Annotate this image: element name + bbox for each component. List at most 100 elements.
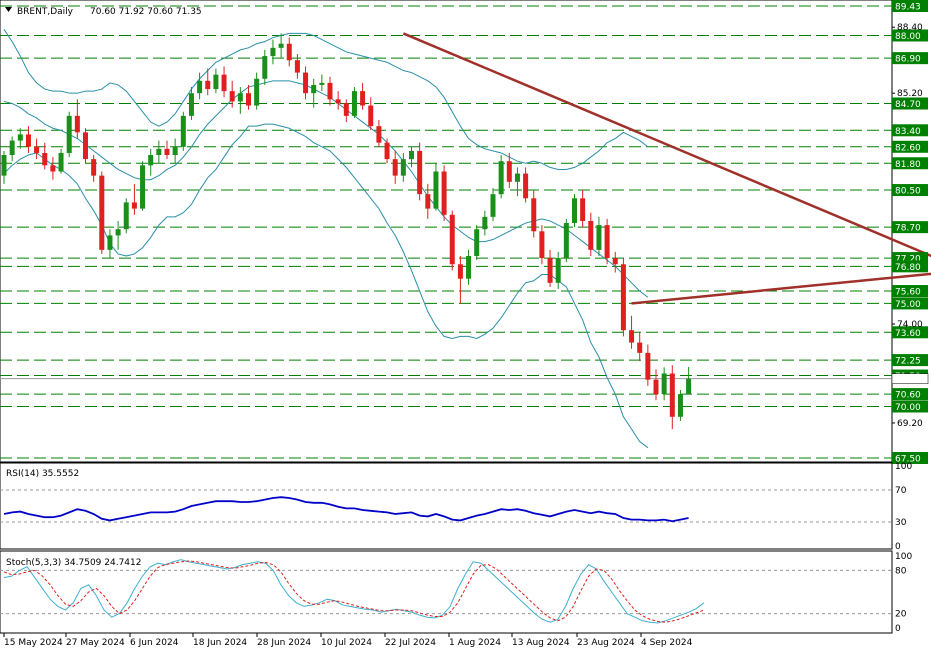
candle-body [572,198,577,224]
candle [17,128,23,149]
level-label-bg-80.50 [892,184,928,197]
candle-body [612,258,618,265]
candle [246,84,251,110]
candle-body [278,43,284,48]
candle [221,66,227,98]
candle-body [246,93,251,106]
candle-body [221,74,227,92]
stochastic-tick-label-20: 20 [895,610,907,620]
candle-body [653,379,659,395]
candle-body [547,258,553,283]
candle-body [99,175,105,250]
candle-body [58,152,64,172]
candle-body [466,256,472,279]
rsi-line [3,496,689,523]
level-label-86.90: 86.90 [895,55,921,65]
candle-body [409,150,414,160]
date-label: 13 Aug 2024 [512,638,570,648]
level-label-70.60: 70.60 [895,391,921,401]
candle-body [677,394,683,417]
candle [498,155,504,199]
level-label-78.70: 78.70 [895,224,921,234]
candle [482,210,488,236]
price-panel: 89.43 88.00 86.90 84.70 83.40 82.60 81.80 80.50… [0,0,931,465]
candle [351,87,357,118]
candle [490,187,496,221]
candle-body [661,373,667,395]
level-label-89.43: 89.43 [895,3,921,13]
candle-body [580,198,586,221]
candle-body [335,99,341,104]
date-label: 22 Jul 2024 [385,638,436,648]
candle-body [254,78,260,106]
candle-body [563,223,569,259]
trendline-2 [631,272,931,305]
level-label-bg-75.60 [892,285,928,298]
stochastic-main-line [3,559,705,624]
candle [140,161,146,211]
candle [563,218,569,263]
candle-body [523,173,529,199]
candle [637,332,643,362]
candle [42,142,48,170]
level-label-bg-70.60 [892,388,928,401]
candle-body [34,146,40,153]
candle-body [294,60,300,73]
candle-body [107,235,113,250]
level-label-82.60: 82.60 [895,143,921,153]
candle-body [172,146,178,156]
rsi-axis: 100 70 30 0 [895,462,912,552]
bollinger-middle [3,80,649,298]
candle-body [237,93,243,102]
current-price-marker [891,373,929,384]
candle [294,54,300,79]
candle [392,150,398,184]
candle [604,218,610,265]
level-label-bg-76.80 [892,260,928,273]
trendlines [402,32,931,305]
candle-body [351,91,357,116]
candle [180,111,186,151]
candle-body [319,82,325,85]
level-label-80.50: 80.50 [895,187,921,197]
level-label-bg-82.60 [892,140,928,153]
candle [115,220,121,250]
candle [580,190,586,228]
candle [661,367,667,401]
candle-body [637,342,643,353]
stochastic-panel-frame [0,550,893,634]
level-label-bg-81.80 [892,157,928,170]
candle-body [17,134,23,141]
candle-body [74,115,80,133]
candle [596,216,602,257]
candle [34,138,40,160]
candle [156,140,162,164]
trendline-1 [402,32,931,258]
candle [368,97,374,131]
candle-body [686,378,692,395]
level-label-76.80: 76.80 [895,263,921,273]
candle-body [425,194,431,209]
ohlc-readout: 70.60 71.92 70.60 71.35 [90,7,202,17]
collapse-triangle-icon[interactable] [5,7,12,12]
candle [319,74,325,92]
level-label-bg-88.00 [892,29,928,42]
stochastic-tick-label-80: 80 [895,566,907,576]
candle [539,225,545,265]
candle-body [213,74,219,90]
stochastic-level-lines [0,569,892,615]
candle-body [148,155,154,166]
candle-body [433,171,439,209]
candle [376,119,382,147]
symbol-label: BRENT,Daily [17,7,74,17]
candle [270,39,276,65]
level-label-bg-77.20 [892,252,928,265]
candle [197,72,203,100]
candle [327,76,333,106]
candle-body [457,264,463,279]
candle [343,99,349,123]
price-panel-frame [0,0,893,463]
candle [123,198,129,234]
candle-body [140,165,146,209]
candle-body [25,134,31,147]
